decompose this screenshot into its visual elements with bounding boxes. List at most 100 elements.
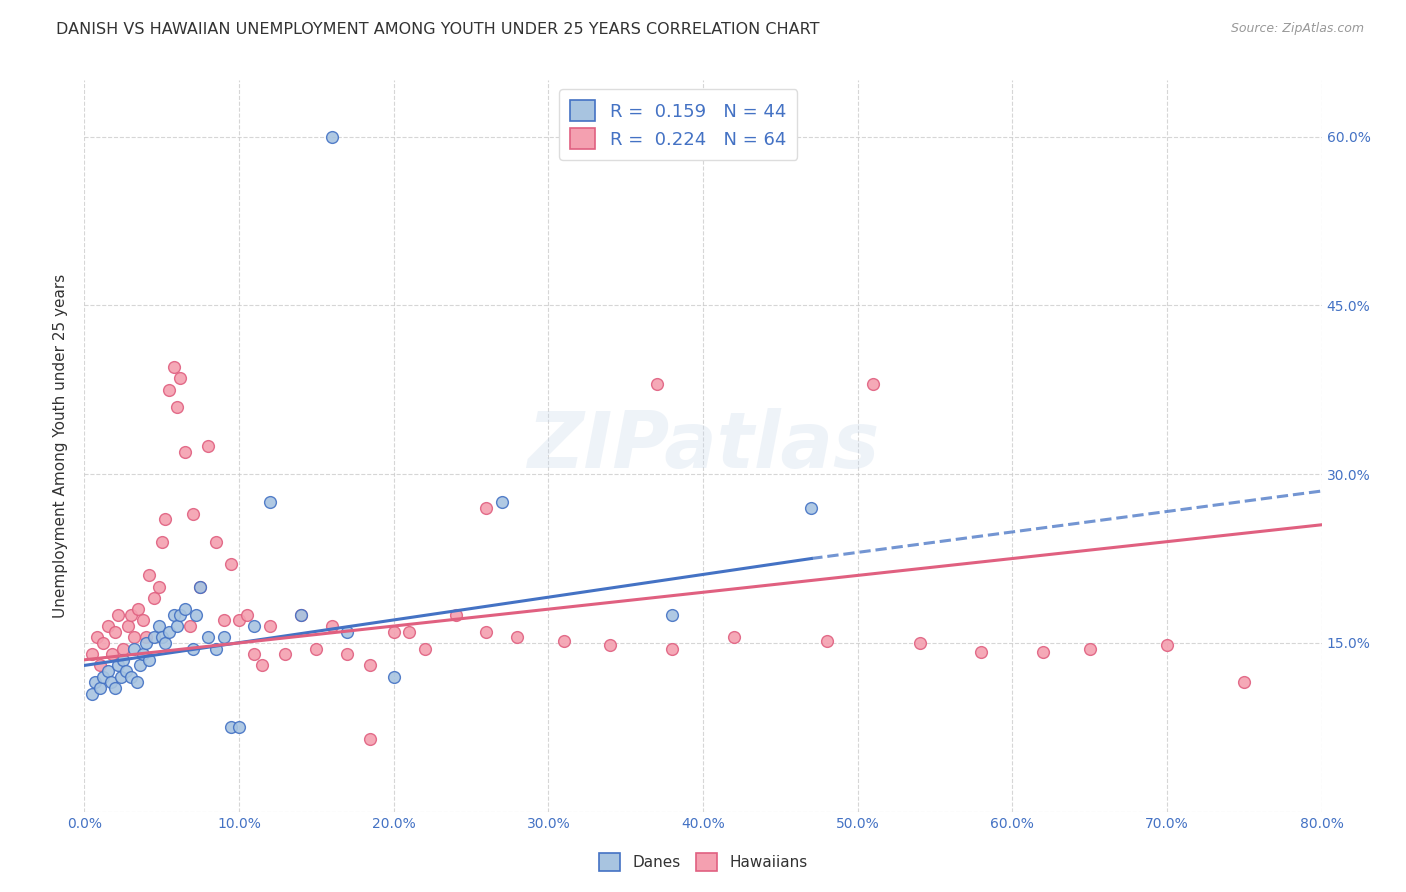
Point	[181, 507, 204, 521]
Point	[101, 647, 124, 661]
Point	[1032, 645, 1054, 659]
Point	[150, 630, 173, 644]
Point	[645, 377, 668, 392]
Point	[661, 641, 683, 656]
Point	[205, 641, 228, 656]
Point	[212, 614, 235, 628]
Point	[661, 607, 683, 622]
Point	[112, 653, 135, 667]
Point	[122, 641, 145, 656]
Point	[117, 619, 139, 633]
Point	[86, 630, 108, 644]
Point	[290, 607, 312, 622]
Point	[382, 670, 405, 684]
Point	[97, 664, 120, 678]
Point	[221, 720, 243, 734]
Point	[491, 495, 513, 509]
Point	[84, 675, 107, 690]
Text: ZIPatlas: ZIPatlas	[527, 408, 879, 484]
Point	[107, 658, 129, 673]
Point	[143, 591, 166, 605]
Point	[599, 638, 621, 652]
Point	[153, 512, 176, 526]
Point	[159, 383, 181, 397]
Point	[475, 624, 498, 639]
Point	[89, 658, 111, 673]
Point	[97, 619, 120, 633]
Point	[181, 641, 204, 656]
Point	[128, 602, 150, 616]
Point	[91, 670, 114, 684]
Point	[163, 607, 186, 622]
Point	[336, 624, 359, 639]
Point	[132, 647, 155, 661]
Point	[413, 641, 436, 656]
Point	[148, 580, 170, 594]
Point	[221, 557, 243, 571]
Point	[205, 534, 228, 549]
Point	[150, 534, 173, 549]
Point	[305, 641, 328, 656]
Point	[179, 619, 201, 633]
Point	[259, 495, 281, 509]
Text: Source: ZipAtlas.com: Source: ZipAtlas.com	[1230, 22, 1364, 36]
Point	[100, 675, 122, 690]
Point	[169, 607, 191, 622]
Text: DANISH VS HAWAIIAN UNEMPLOYMENT AMONG YOUTH UNDER 25 YEARS CORRELATION CHART: DANISH VS HAWAIIAN UNEMPLOYMENT AMONG YO…	[56, 22, 820, 37]
Legend: Danes, Hawaiians: Danes, Hawaiians	[592, 847, 814, 877]
Point	[138, 653, 160, 667]
Point	[274, 647, 297, 661]
Point	[360, 658, 382, 673]
Point	[129, 658, 152, 673]
Point	[82, 687, 104, 701]
Point	[132, 614, 155, 628]
Point	[243, 619, 266, 633]
Point	[723, 630, 745, 644]
Point	[91, 636, 114, 650]
Point	[321, 619, 343, 633]
Point	[252, 658, 274, 673]
Point	[259, 619, 281, 633]
Point	[153, 636, 176, 650]
Point	[138, 568, 160, 582]
Point	[184, 607, 207, 622]
Point	[120, 670, 142, 684]
Point	[197, 439, 219, 453]
Point	[125, 675, 148, 690]
Point	[382, 624, 405, 639]
Point	[1078, 641, 1101, 656]
Point	[212, 630, 235, 644]
Point	[115, 664, 138, 678]
Point	[815, 633, 838, 648]
Point	[228, 720, 250, 734]
Point	[1156, 638, 1178, 652]
Point	[506, 630, 529, 644]
Point	[174, 444, 197, 458]
Point	[148, 619, 170, 633]
Point	[82, 647, 104, 661]
Point	[122, 630, 145, 644]
Point	[174, 602, 197, 616]
Point	[107, 607, 129, 622]
Point	[188, 580, 212, 594]
Point	[228, 614, 250, 628]
Point	[104, 624, 127, 639]
Point	[800, 500, 823, 515]
Point	[104, 681, 127, 695]
Point	[89, 681, 111, 695]
Point	[166, 619, 188, 633]
Point	[188, 580, 212, 594]
Point	[970, 645, 993, 659]
Point	[553, 633, 575, 648]
Point	[112, 641, 135, 656]
Point	[290, 607, 312, 622]
Point	[169, 371, 191, 385]
Point	[360, 731, 382, 746]
Point	[110, 670, 132, 684]
Point	[1233, 675, 1256, 690]
Point	[163, 360, 186, 375]
Point	[336, 647, 359, 661]
Point	[135, 636, 157, 650]
Point	[236, 607, 259, 622]
Y-axis label: Unemployment Among Youth under 25 years: Unemployment Among Youth under 25 years	[53, 274, 69, 618]
